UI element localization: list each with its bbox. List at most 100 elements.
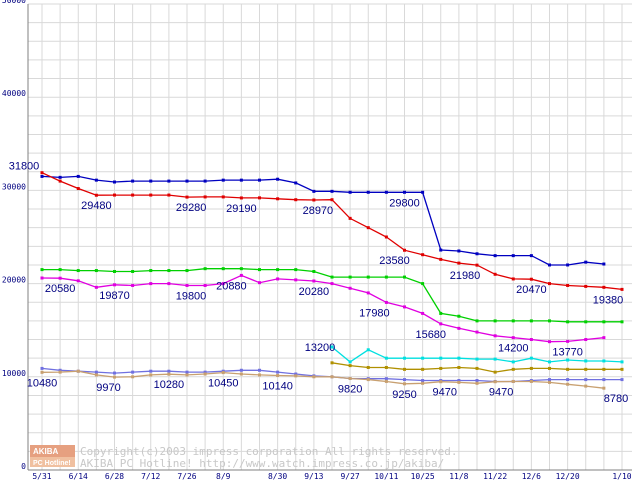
data-label: 17980 <box>359 307 390 319</box>
data-point <box>312 189 316 193</box>
data-label: 10480 <box>27 377 58 389</box>
data-point <box>149 373 153 377</box>
data-point <box>58 370 62 374</box>
y-tick-label: 20000 <box>2 276 26 285</box>
data-point <box>384 235 388 239</box>
data-point <box>131 179 135 183</box>
data-point <box>493 370 497 374</box>
data-point <box>566 382 570 386</box>
data-point <box>548 319 551 323</box>
x-tick-label: 10/11 <box>374 472 398 480</box>
data-point <box>366 226 370 230</box>
data-point <box>493 254 497 258</box>
data-point <box>76 174 80 178</box>
data-point <box>566 367 570 371</box>
data-point <box>566 339 570 343</box>
data-point <box>167 193 171 197</box>
data-point <box>548 378 551 382</box>
data-point <box>113 283 116 287</box>
data-point <box>76 279 80 283</box>
data-point <box>239 267 243 271</box>
data-point <box>167 282 171 286</box>
data-point <box>457 249 461 253</box>
data-point <box>457 379 461 383</box>
data-point <box>58 276 62 280</box>
data-point <box>221 282 225 286</box>
data-point <box>149 179 153 183</box>
data-point <box>548 380 551 384</box>
data-point <box>113 371 116 375</box>
y-tick-label: 0 <box>21 462 26 471</box>
data-point <box>493 272 497 276</box>
data-point <box>94 193 98 197</box>
data-point <box>40 366 44 370</box>
data-point <box>58 268 62 272</box>
credit-url-line: AKIBA PC Hotline! http://www.watch.impre… <box>80 457 444 470</box>
x-tick-label: 8/9 <box>216 472 231 480</box>
data-point <box>366 348 370 352</box>
data-point <box>40 174 44 178</box>
data-point <box>475 330 479 334</box>
data-point <box>76 187 80 191</box>
data-point <box>384 379 388 383</box>
x-tick-label: 12/20 <box>556 472 580 480</box>
data-point <box>221 371 225 375</box>
data-point <box>548 282 551 286</box>
data-label: 15680 <box>415 329 446 341</box>
copyright-line: Copyright(c)2003 impress corporation All… <box>80 445 458 458</box>
data-point <box>131 283 135 287</box>
data-point <box>185 373 189 377</box>
data-point <box>58 179 62 183</box>
data-point <box>403 367 406 371</box>
data-point <box>294 181 298 185</box>
data-label: 20470 <box>516 284 547 296</box>
data-point <box>58 175 62 179</box>
data-point <box>239 273 243 277</box>
data-point <box>439 380 443 384</box>
data-point <box>403 275 406 279</box>
data-point <box>384 356 388 360</box>
data-point <box>348 360 352 364</box>
data-point <box>529 379 533 383</box>
data-point <box>439 257 443 261</box>
y-tick-label: 40000 <box>2 89 26 98</box>
data-label: 31800 <box>9 161 40 173</box>
data-label: 19800 <box>176 290 207 302</box>
data-point <box>584 338 588 342</box>
data-point <box>203 195 207 199</box>
data-point <box>330 282 334 286</box>
data-point <box>584 260 588 264</box>
data-label: 21980 <box>450 270 481 282</box>
data-point <box>421 311 425 315</box>
data-label: 19870 <box>99 290 130 302</box>
data-point <box>403 378 406 382</box>
data-point <box>620 360 624 364</box>
data-point <box>94 285 98 289</box>
data-point <box>366 378 370 382</box>
data-point <box>312 375 316 379</box>
data-point <box>185 179 189 183</box>
data-point <box>276 268 280 272</box>
series-line <box>41 274 604 343</box>
data-label: 29480 <box>81 200 112 212</box>
data-point <box>131 370 135 374</box>
data-point <box>221 195 225 199</box>
data-point <box>149 282 153 286</box>
data-point <box>366 275 370 279</box>
data-point <box>602 378 606 382</box>
data-point <box>421 356 425 360</box>
data-point <box>258 268 261 272</box>
data-point <box>40 276 44 280</box>
data-point <box>457 326 461 330</box>
data-point <box>76 269 80 273</box>
data-point <box>58 368 62 372</box>
data-label: 10280 <box>154 379 185 391</box>
data-point <box>457 314 461 318</box>
data-point <box>384 377 388 381</box>
data-point <box>421 367 425 371</box>
data-point <box>113 180 116 184</box>
y-tick-label: 50000 <box>2 0 26 5</box>
data-point <box>529 277 533 281</box>
data-point <box>620 378 624 382</box>
